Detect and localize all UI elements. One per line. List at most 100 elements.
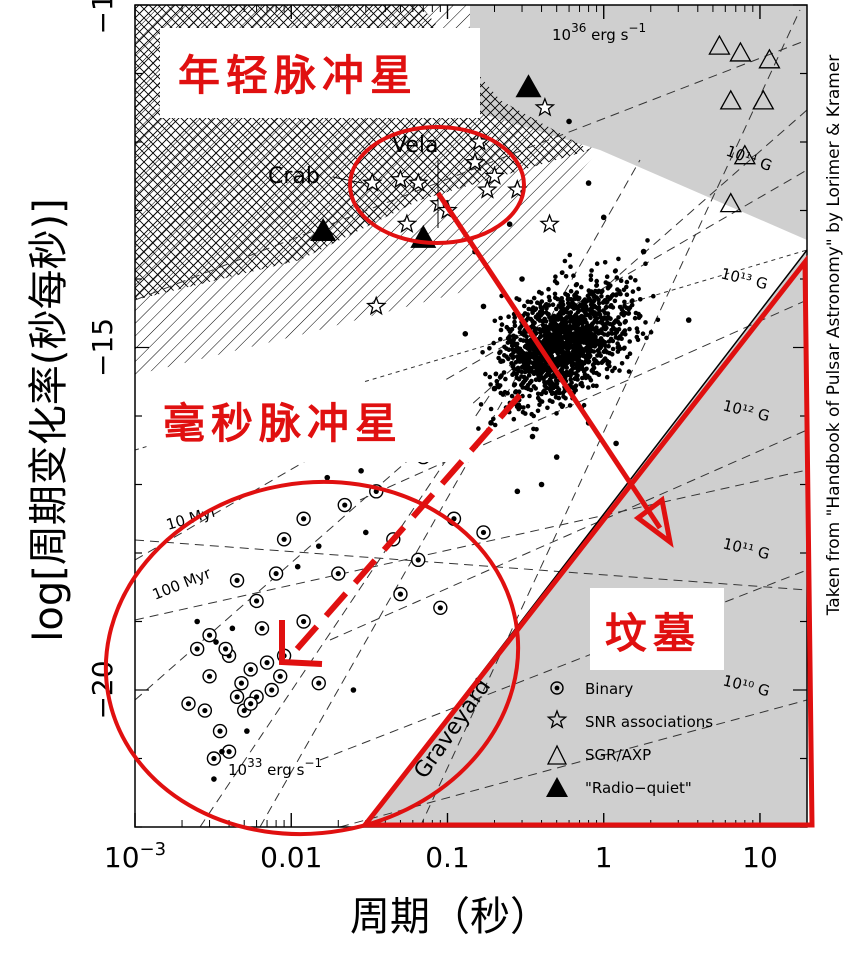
y-tick-label: −10	[86, 0, 119, 35]
binary-pulsar-point	[259, 655, 275, 670]
snr-pulsar-point	[361, 172, 383, 192]
binary-pulsar-point	[311, 675, 326, 691]
pulsar-point	[685, 317, 692, 323]
binary-pulsar-point	[234, 675, 249, 691]
sgr-axp-point	[708, 34, 731, 55]
snr-pulsar-point	[407, 172, 429, 192]
graveyard-triangle	[359, 254, 815, 828]
pulsar-point	[480, 303, 487, 310]
binary-pulsar-point	[243, 696, 258, 711]
legend-open-triangle-icon	[546, 744, 568, 765]
binary-pulsar-point	[202, 669, 217, 684]
msp-ellipse	[103, 479, 521, 837]
pulsar-point	[566, 118, 572, 125]
snr-pulsar-point	[534, 96, 556, 117]
pulsar-point	[488, 420, 494, 426]
evolution-arrow-head	[633, 495, 674, 548]
pulsar-point	[600, 214, 607, 221]
crab-label: Crab	[268, 164, 320, 189]
radio-quiet-point	[515, 74, 542, 98]
binary-pulsar-point	[411, 552, 426, 568]
binary-pulsar-point	[229, 689, 245, 705]
pulsar-point	[294, 563, 301, 570]
x-tick-label: 0.1	[425, 841, 470, 874]
radio-quiet-point	[310, 218, 337, 242]
crab-pointer	[332, 176, 363, 184]
pulsar-point	[640, 248, 647, 255]
binary-pulsar-point	[268, 566, 284, 581]
binary-pulsar-point	[273, 669, 288, 684]
sgr-axp-point	[758, 48, 781, 69]
snr-pulsar-point	[477, 179, 498, 199]
binary-pulsar-point	[337, 497, 352, 513]
legend-snr-label: SNR associations	[585, 713, 713, 731]
x-tick-label: 10−3	[104, 839, 166, 874]
binary-pulsar-point	[197, 703, 213, 718]
binary-pulsar-point	[433, 600, 448, 615]
binary-pulsar-point	[202, 628, 217, 643]
binary-pulsar-point	[296, 511, 311, 526]
edot-high-label: 1036 erg s−1	[552, 21, 646, 44]
binary-pulsar-point	[212, 723, 228, 739]
legend-sgr-label: SGR/AXP	[585, 746, 651, 764]
snr-pulsar-point	[396, 213, 418, 234]
upper-gray-region	[470, 5, 807, 240]
binary-pulsar-point	[296, 614, 311, 629]
binary-pulsar-point	[249, 593, 264, 609]
sgr-axp-point	[752, 89, 775, 110]
vela-label: Vela	[392, 133, 438, 158]
binary-pulsar-point	[476, 525, 491, 540]
x-tick-label: 10	[742, 841, 778, 874]
legend-star-icon	[546, 709, 568, 729]
recycling-arrow-head	[279, 620, 323, 667]
young-ellipse	[348, 125, 526, 245]
evolution-arrow	[435, 191, 663, 530]
pulsar-point	[244, 728, 250, 734]
binary-pulsar-point	[206, 751, 222, 766]
pulsar-point	[498, 358, 504, 365]
pulsar-point	[514, 488, 521, 495]
pulsar-point	[194, 618, 200, 625]
msp-label: 毫秒脉冲星	[163, 399, 403, 448]
pulsar-point	[324, 474, 331, 481]
pulsar-point	[462, 331, 469, 337]
binary-pulsar-point	[229, 573, 245, 588]
legend-radioquiet-label: "Radio−quiet"	[585, 779, 692, 797]
binary-pulsar-point	[218, 641, 233, 657]
edot-low-label: 1033 erg s−1	[228, 756, 322, 779]
msp-label-box	[148, 382, 473, 462]
y-axis-title: log[周期变化率(秒每秒)]	[26, 198, 72, 641]
snr-pulsar-point	[539, 213, 560, 234]
snr-pulsar-point	[469, 131, 490, 151]
pulsar-point	[315, 543, 322, 549]
binary-pulsar-point	[189, 641, 205, 657]
pulsar-point	[553, 454, 560, 460]
pulsar-point	[213, 639, 219, 645]
sgr-axp-point	[719, 192, 742, 213]
pulsar-point	[506, 221, 513, 227]
axis-ticks: 10−3 0.01 0.1 1 10−10−15−20	[86, 0, 808, 874]
x-axis-title: 周期（秒）	[350, 894, 550, 940]
sgr-axp-point	[719, 89, 742, 110]
pulsar-point	[519, 276, 525, 282]
pulsar-point	[211, 776, 217, 782]
pulsar-point	[491, 385, 498, 392]
binary-pulsar-point	[276, 532, 292, 547]
y-tick-label: −15	[86, 318, 119, 377]
pulsar-point	[350, 687, 357, 693]
reference-lines	[135, 9, 807, 827]
binary-pulsar-point	[393, 586, 408, 602]
young-label-box	[160, 28, 480, 118]
sgr-axp-point	[733, 144, 756, 165]
credit-text: Taken from "Handbook of Pulsar Astronomy…	[824, 55, 844, 617]
legend: Binary SNR associations SGR/AXP "Radio−q…	[546, 680, 713, 797]
legend-binary-icon	[550, 681, 564, 695]
legend-binary-label: Binary	[585, 680, 633, 698]
binary-pulsar-point	[331, 566, 346, 581]
binary-pulsar-point	[243, 662, 258, 677]
pulsar-point	[219, 748, 225, 755]
binary-pulsar-point	[254, 621, 270, 636]
x-tick-label: 0.01	[260, 841, 322, 874]
legend-filled-triangle-icon	[546, 777, 568, 797]
